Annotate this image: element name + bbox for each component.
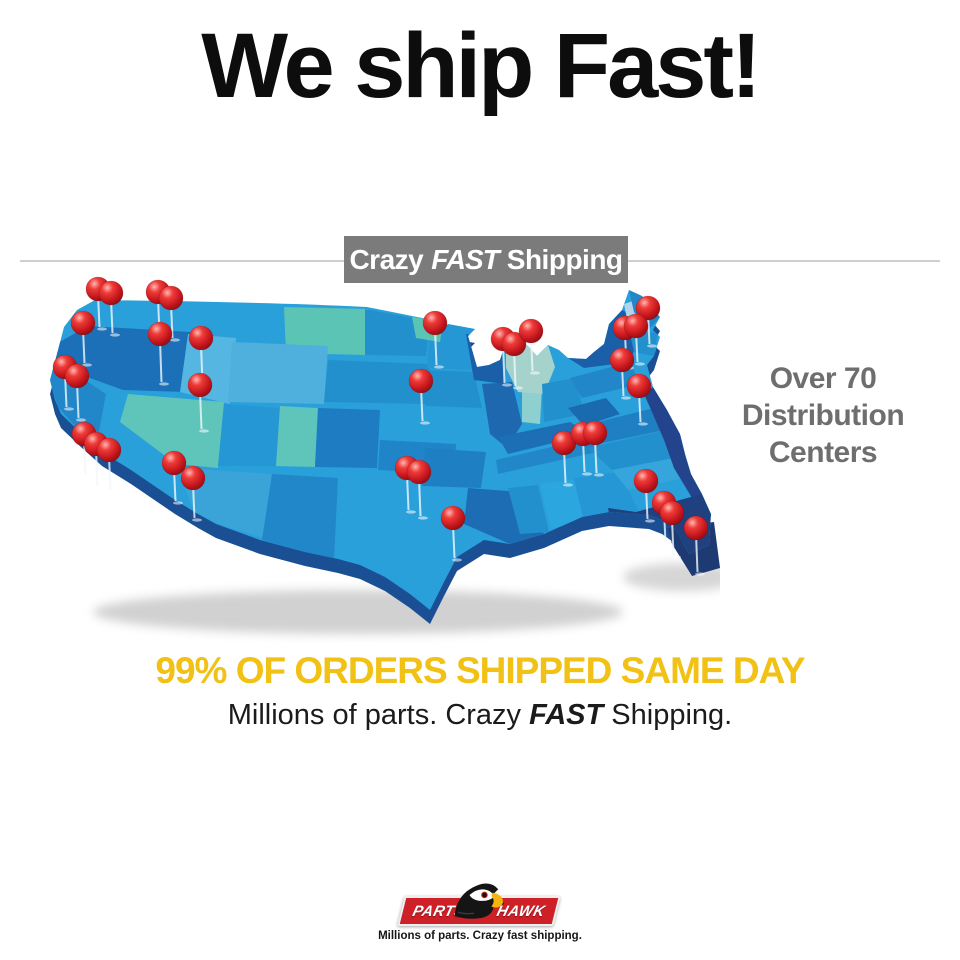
page-title: We ship Fast! [201,15,761,117]
map-pin [422,310,448,336]
map-pin [187,372,213,398]
pin-shadow [671,555,681,559]
logo-caption: Millions of parts. Crazy fast shipping. [378,930,582,942]
pin-shadow [502,383,512,387]
pin-shadow [199,429,209,433]
pin-shadow [594,473,604,477]
map-pin [180,465,206,491]
subline-suffix: Shipping. [603,699,733,731]
pin-shadow [82,363,92,367]
map-pin [408,368,434,394]
pin-shadow [108,490,118,494]
pin-stem [502,344,506,384]
shipping-banner: Crazy FAST Shipping [344,236,628,283]
distribution-pins [52,276,709,576]
pin-shadow [582,472,592,476]
pin-stem [159,339,163,383]
map-pin [188,325,214,351]
map-pin [440,505,466,531]
distribution-note: Over 70 Distribution Centers [700,360,946,471]
banner-text-prefix: Crazy [349,243,424,275]
subline-prefix: Millions of parts. Crazy [227,699,530,731]
pin-shadow [621,396,631,400]
map-pin [70,310,96,336]
pin-stem [513,349,517,387]
pin-shadow [418,516,428,520]
pin-shadow [83,474,93,478]
pin-stem [434,328,438,366]
map-pin [96,437,122,463]
pin-shadow [563,483,573,487]
pin-shadow [192,518,202,522]
map-pin [501,331,527,357]
map-pin [582,420,608,446]
pin-shadow [513,386,523,390]
map-pin [635,295,661,321]
pin-shadow [645,519,655,523]
banner-text-emphasis: FAST [431,243,500,275]
pin-shadow [110,333,120,337]
pin-stem [695,533,699,573]
map-pin [98,280,124,306]
banner-text-suffix: Shipping [506,243,623,275]
map-pin [659,500,685,526]
pin-shadow [170,338,180,342]
usa-map [50,276,720,634]
subline-emphasis: FAST [529,699,604,731]
distribution-note-line3: Centers [768,436,878,469]
pin-stem [671,518,675,556]
pin-shadow [647,344,657,348]
pin-stem [95,449,99,487]
map-pin [147,321,173,347]
tagline-subline: Millions of parts. Crazy FAST Shipping. [0,699,960,732]
pin-stem [76,381,80,419]
map-pin [64,363,90,389]
map-pin [518,318,544,344]
partshawk-logo: PARTS HAWK Millions of parts. Crazy fast… [0,883,960,942]
pin-shadow [530,371,540,375]
pin-shadow [635,362,645,366]
pin-shadow [76,418,86,422]
distribution-note-line2: Distribution [741,399,905,432]
pin-shadow [406,510,416,514]
same-day-headline: 99% OF ORDERS SHIPPED SAME DAY [155,650,805,691]
pin-shadow [159,382,169,386]
pin-shadow [64,407,74,411]
map-pin [683,515,709,541]
pin-shadow [420,421,430,425]
logo-bar-outer: PARTS HAWK [395,883,565,930]
pin-stem [199,390,203,430]
pin-stem [418,477,422,517]
map-pin [406,459,432,485]
map-pin [161,450,187,476]
pin-shadow [695,572,705,576]
distribution-note-line1: Over 70 [769,362,877,395]
pin-shadow [173,501,183,505]
eagle-head-icon [454,883,504,919]
pin-shadow [452,558,462,562]
pin-shadow [95,486,105,490]
map-pin [158,285,184,311]
pin-shadow [97,327,107,331]
map-pin [623,313,649,339]
pin-shadow [663,543,673,547]
map-pin [633,468,659,494]
pin-stem [406,473,410,511]
map-pin [626,373,652,399]
map-pin [609,347,635,373]
pin-shadow [638,422,648,426]
pin-shadow [434,365,444,369]
